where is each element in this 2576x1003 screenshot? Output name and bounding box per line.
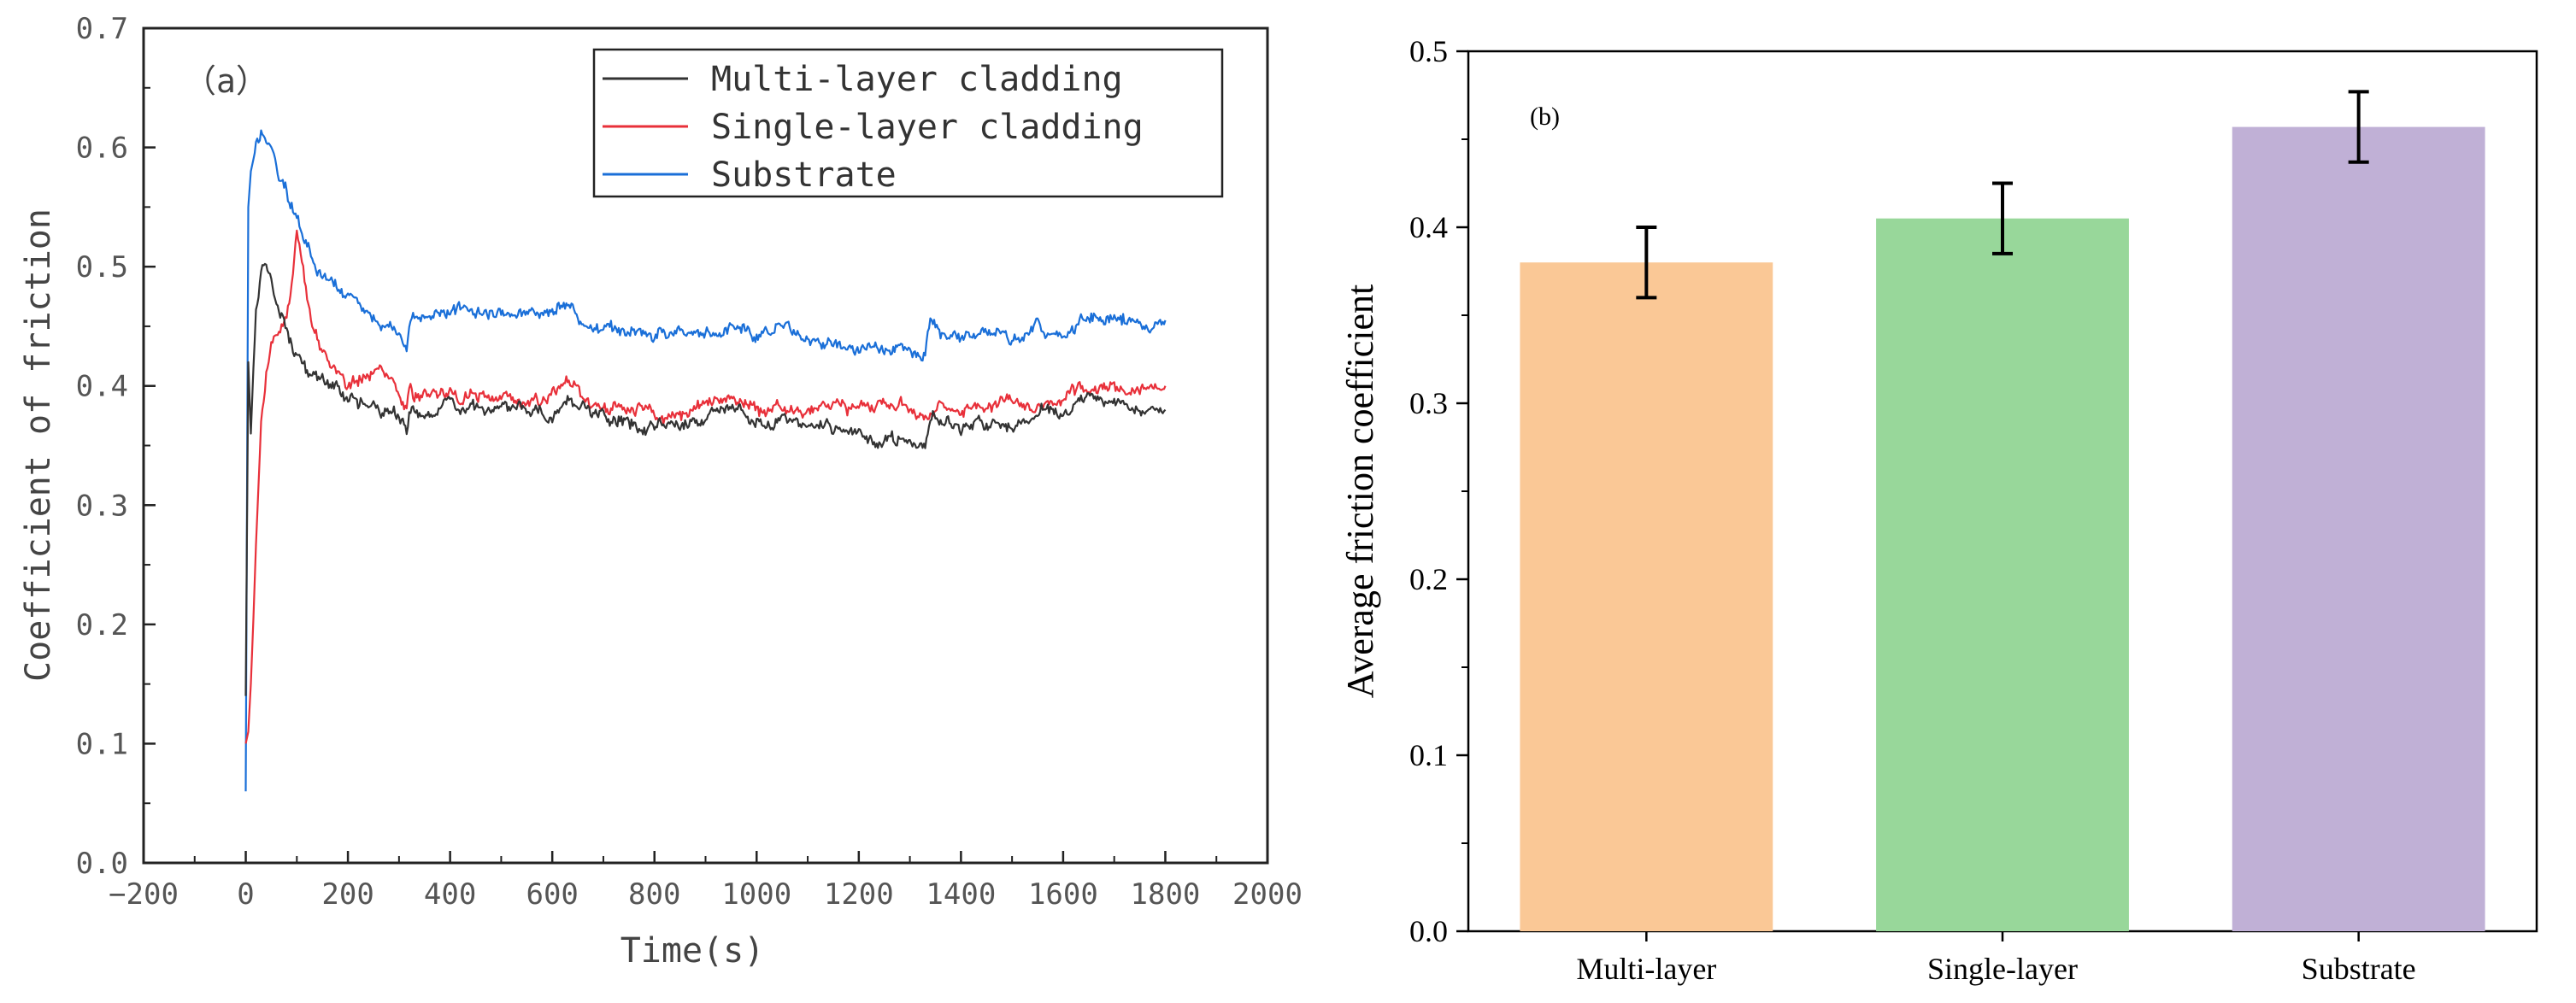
panel-a-series-lines [244,129,1167,792]
bar-multi-layer [1520,262,1773,931]
x-tick-label-single-layer: Single-layer [1927,952,2078,986]
bar-substrate [2232,126,2485,931]
legend-label-substrate: Substrate [711,155,897,195]
y-tick-label: 0.4 [1409,210,1448,244]
y-tick-label: 0.7 [76,12,128,46]
bar-single-layer [1876,218,2129,931]
x-tick-label: 2000 [1232,877,1303,912]
series-line-multi-layer-cladding [244,262,1167,696]
x-tick-label: 1000 [721,877,791,912]
panel-b-x-axis: Multi-layer Single-layer Substrate [1576,931,2416,986]
x-tick-label: 1600 [1028,877,1098,912]
x-tick-label: 1200 [824,877,894,912]
x-tick-label: 1400 [926,877,996,912]
legend-label-single-layer: Single-layer cladding [711,108,1144,147]
legend-box [592,48,1224,198]
panel-b-bars [1520,90,2485,931]
panel-a-y-axis-title: Coefficient of friction [19,208,58,682]
panel-a-legend: Multi-layer cladding Single-layer claddi… [592,48,1224,198]
x-tick-label: −200 [109,877,179,912]
y-tick-label: 0.0 [76,847,128,881]
series-line-single-layer-cladding [244,229,1167,744]
x-tick-label-multi-layer: Multi-layer [1576,952,1716,986]
y-tick-label: 0.1 [1409,738,1448,772]
y-tick-label: 0.4 [76,370,128,404]
panel-a: 0.0 0.1 0.2 0.3 0.4 0.5 0.6 0.7 −200 0 200 400 600 8… [19,12,1303,971]
y-tick-label: 0.1 [76,727,128,761]
y-tick-label: 0.0 [1409,914,1448,948]
panel-a-x-axis-title: Time(s) [620,931,765,971]
panel-b-label: (b) [1530,103,1560,131]
y-tick-label: 0.2 [1409,562,1448,596]
panel-b-y-axis: 0.0 0.1 0.2 0.3 0.4 0.5 [1409,34,1468,948]
x-tick-label: 200 [321,877,373,912]
x-tick-label: 1800 [1131,877,1201,912]
panel-b-y-axis-title: Average friction coefficient [1339,284,1381,699]
x-tick-label: 0 [237,877,254,912]
panel-a-x-axis: −200 0 200 400 600 800 1000 1200 1400 1600 1800 200… [109,851,1303,912]
legend-label-multi-layer: Multi-layer cladding [711,60,1123,99]
y-tick-label: 0.5 [1409,34,1448,68]
x-tick-label: 800 [628,877,680,912]
y-tick-label: 0.2 [76,608,128,642]
x-tick-label: 600 [526,877,578,912]
y-tick-label: 0.3 [1409,386,1448,420]
y-tick-label: 0.5 [76,250,128,284]
panel-b: 0.0 0.1 0.2 0.3 0.4 0.5 Multi-layer Single-lay… [1339,34,2538,986]
panel-a-y-axis: 0.0 0.1 0.2 0.3 0.4 0.5 0.6 0.7 [76,12,156,881]
x-tick-label: 400 [424,877,476,912]
y-tick-label: 0.6 [76,132,128,166]
y-tick-label: 0.3 [76,489,128,523]
series-line-substrate [244,129,1167,792]
panel-a-label: （a） [184,62,268,100]
x-tick-label-substrate: Substrate [2302,952,2416,986]
